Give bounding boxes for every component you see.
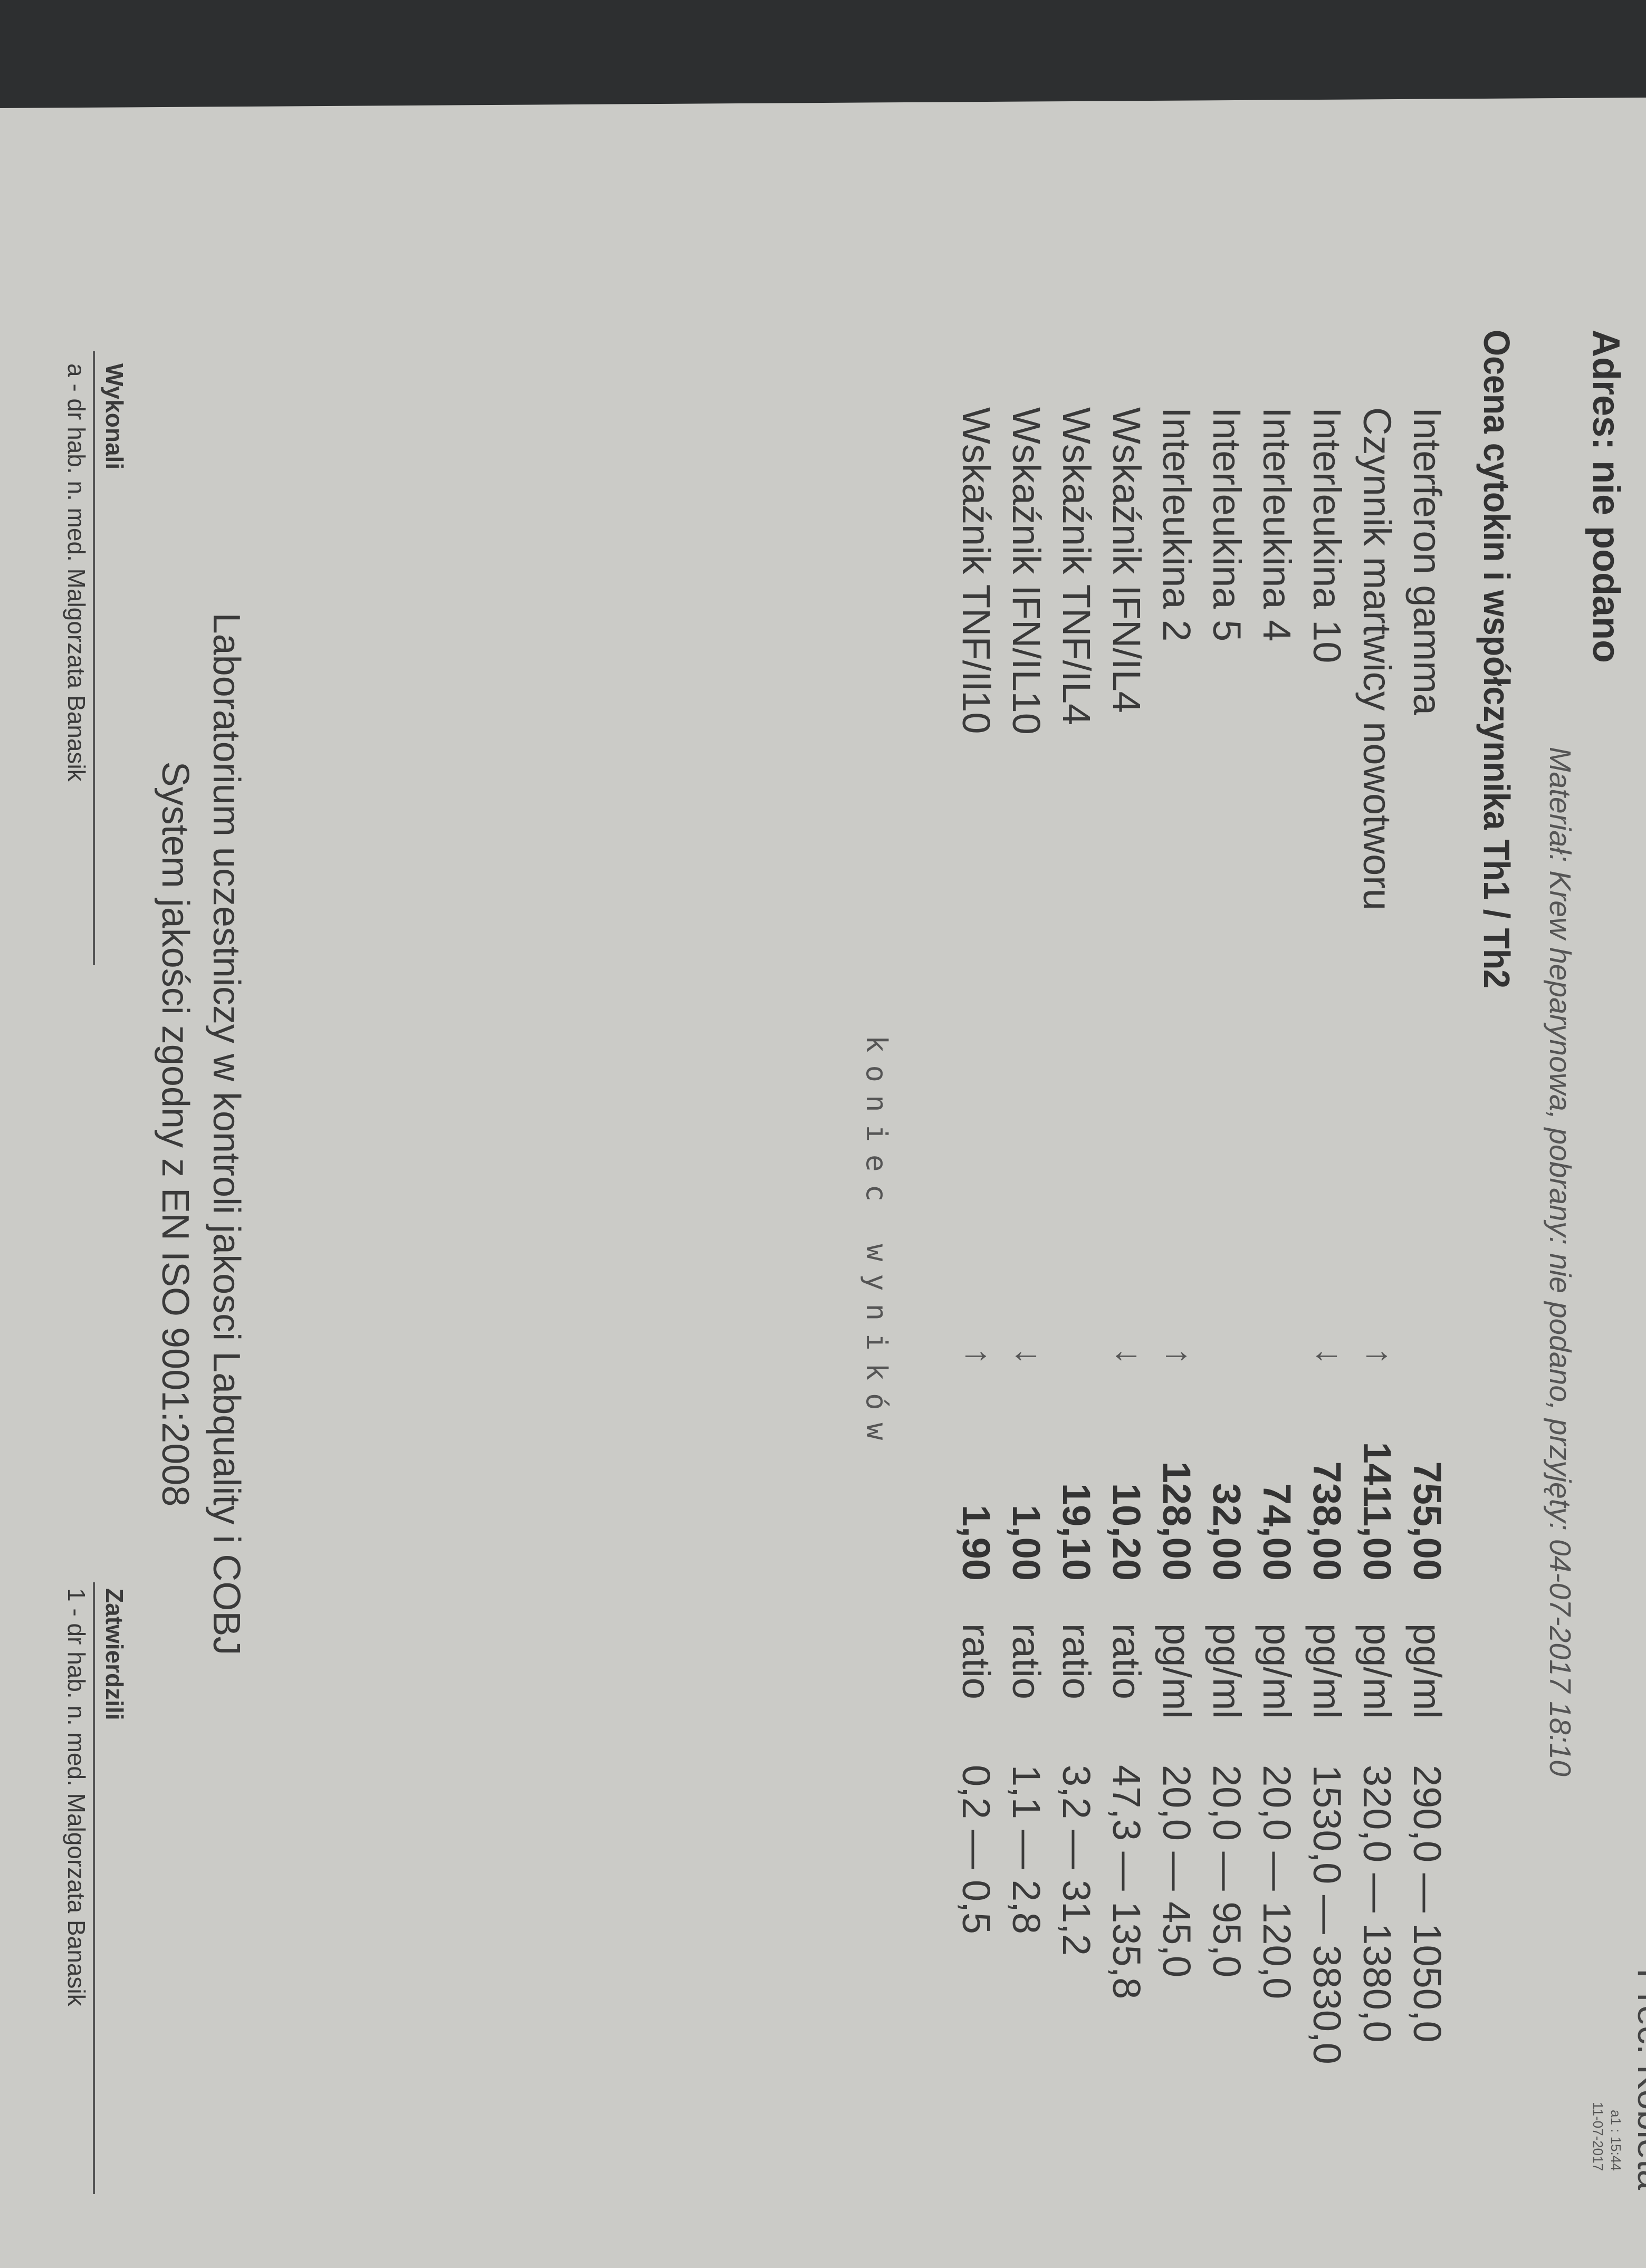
result-value: 1411,00 [1355,1441,1399,1581]
reference-range: 47,3 — 135,8 [1105,1765,1149,2000]
result-value: 1,90 [954,1504,998,1581]
lab-report-page: Prec. Kobieta a1 : 15:44 11-07-2017 Adre… [63,0,1646,2194]
approved-by: 1 - dr hab. n. med. Malgorzata Banasik [63,1588,90,2006]
abnormal-flag-icon: ↑ [1360,1348,1399,1365]
table-surface-background [0,0,1646,108]
approved-label: Zatwierdzili [101,1588,128,1721]
result-value: 755,00 [1405,1461,1449,1581]
table-row: Wskaźnik IFN/IL4 ↓ 10,20 ratio 47,3 — 135,8 [1099,0,1149,2194]
table-row: Interleukina 2 ↑ 128,00 pg/ml 20,0 — 45,0 [1149,0,1199,2194]
end-of-results: koniec wyników [860,1035,893,1453]
result-label: Interleukina 10 [1305,407,1349,664]
approved-divider [93,1582,95,2194]
result-label: Interleukina 2 [1155,407,1199,642]
result-unit: ratio [954,1623,998,1699]
table-row: Wskaźnik TNF/IL4 19,10 ratio 3,2 — 31,2 [1049,0,1099,2194]
result-label: Wskaźnik IFN/IL4 [1105,407,1149,713]
result-value: 74,00 [1255,1483,1299,1581]
print-stamp-date: 11-07-2017 [1590,2102,1606,2171]
result-unit: ratio [1105,1623,1149,1699]
result-label: Wskaźnik TNF/IL4 [1055,407,1098,726]
result-unit: pg/ml [1355,1623,1399,1719]
performed-label: Wykonali [101,363,128,470]
result-label: Interleukina 4 [1255,407,1299,642]
quality-statement-line1: Laboratorium uczestniczy w kontroli jako… [205,612,247,1656]
result-unit: pg/ml [1205,1623,1249,1719]
table-row: Wskaźnik IFN/IL10 ↓ 1,00 ratio 1,1 — 2,8 [999,0,1049,2194]
abnormal-flag-icon: ↑ [1160,1348,1199,1365]
result-value: 128,00 [1155,1461,1199,1581]
table-row: Interleukina 4 74,00 pg/ml 20,0 — 120,0 [1249,0,1299,2194]
reference-range: 20,0 — 95,0 [1205,1765,1249,1978]
result-label: Czynnik martwicy nowotworu [1355,407,1399,911]
table-row: Interferon gamma 755,00 pg/ml 290,0 — 1050,… [1400,0,1450,2194]
table-row: Wskaźnik TNF/Il10 ↑ 1,90 ratio 0,2 — 0,5 [949,0,999,2194]
print-stamp-time: a1 : 15:44 [1608,2110,1624,2171]
quality-statement-line2: System jakości zgodny z EN ISO 9001:2008 [154,761,196,1507]
result-label: Interleukina 5 [1205,407,1249,642]
abnormal-flag-icon: ↓ [1310,1348,1349,1365]
result-value: 738,00 [1305,1461,1349,1581]
abnormal-flag-icon: ↓ [1109,1348,1149,1365]
result-value: 10,20 [1105,1483,1149,1581]
result-value: 1,00 [1004,1504,1048,1581]
reference-range: 290,0 — 1050,0 [1405,1765,1449,2043]
sample-material-info: Materiał: Krew heparynowa, pobrany: nie … [1543,747,1577,1776]
abnormal-flag-icon: ↑ [959,1348,998,1365]
reference-range: 3,2 — 31,2 [1055,1765,1098,1956]
result-value: 32,00 [1205,1483,1249,1581]
result-unit: pg/ml [1305,1623,1349,1719]
result-label: Wskaźnik TNF/Il10 [954,407,998,734]
performed-by: a - dr hab. n. med. Malgorzata Banasik [63,363,90,782]
corner-text: Prec. Kobieta [1630,1968,1646,2190]
reference-range: 1530,0 — 3830,0 [1305,1765,1349,2064]
result-label: Wskaźnik IFN/IL10 [1004,407,1048,735]
performed-divider [93,351,95,965]
reference-range: 0,2 — 0,5 [954,1765,998,1934]
reference-range: 1,1 — 2,8 [1004,1765,1048,1934]
abnormal-flag-icon: ↓ [1009,1348,1048,1365]
reference-range: 20,0 — 45,0 [1155,1765,1199,1978]
result-unit: ratio [1004,1623,1048,1699]
result-unit: ratio [1055,1623,1098,1699]
reference-range: 20,0 — 120,0 [1255,1765,1299,2000]
result-unit: pg/ml [1155,1623,1199,1719]
table-row: Interleukina 5 32,00 pg/ml 20,0 — 95,0 [1199,0,1249,2194]
reference-range: 320,0 — 1380,0 [1355,1765,1399,2043]
result-label: Interferon gamma [1405,407,1449,716]
section-title: Ocena cytokin i współczynnika Th1 / Th2 [1476,330,1517,988]
result-unit: pg/ml [1405,1623,1449,1719]
result-unit: pg/ml [1255,1623,1299,1719]
result-value: 19,10 [1055,1483,1098,1581]
table-row: Czynnik martwicy nowotworu ↑ 1411,00 pg/ml 3… [1350,0,1400,2194]
patient-address: Adres: nie podano [1585,330,1627,664]
table-row: Interleukina 10 ↓ 738,00 pg/ml 1530,0 — 3830… [1299,0,1350,2194]
